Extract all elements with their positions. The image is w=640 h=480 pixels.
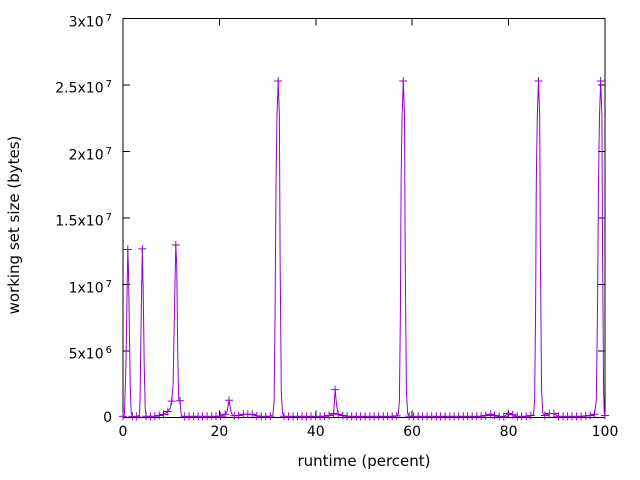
x-tick-label: 60: [403, 424, 422, 440]
y-tick-label: 3x10 7: [68, 12, 112, 31]
y-tick-label: 5x10 6: [68, 345, 112, 363]
y-tick-exponent: 7: [105, 79, 112, 90]
x-tick-label: 20: [210, 424, 229, 440]
x-tick-label: 40: [306, 424, 325, 440]
x-axis-title: runtime (percent): [297, 452, 431, 470]
data-line: [122, 80, 606, 418]
y-tick-label: 0: [103, 409, 112, 426]
x-tick-label: 0: [118, 424, 128, 440]
plot-border: [122, 18, 606, 418]
y-tick-exponent: 7: [105, 278, 112, 290]
data-point-markers: [119, 77, 609, 421]
y-tick-exponent: 7: [105, 145, 112, 157]
y-tick-label: 1.5x10 7: [55, 212, 112, 230]
y-tick-exponent: 7: [105, 12, 112, 24]
y-tick-exponent: 6: [105, 345, 112, 356]
axis-ticks: [122, 18, 606, 418]
y-axis-title: working set size (bytes): [5, 135, 23, 315]
y-tick-label: 1x10 7: [68, 278, 112, 297]
x-tick-label: 80: [499, 424, 518, 440]
x-tick-label: 100: [591, 424, 619, 440]
y-tick-label: 2x10 7: [68, 145, 112, 164]
y-tick-label: 2.5x10 7: [55, 79, 112, 97]
y-tick-exponent: 7: [105, 212, 112, 223]
